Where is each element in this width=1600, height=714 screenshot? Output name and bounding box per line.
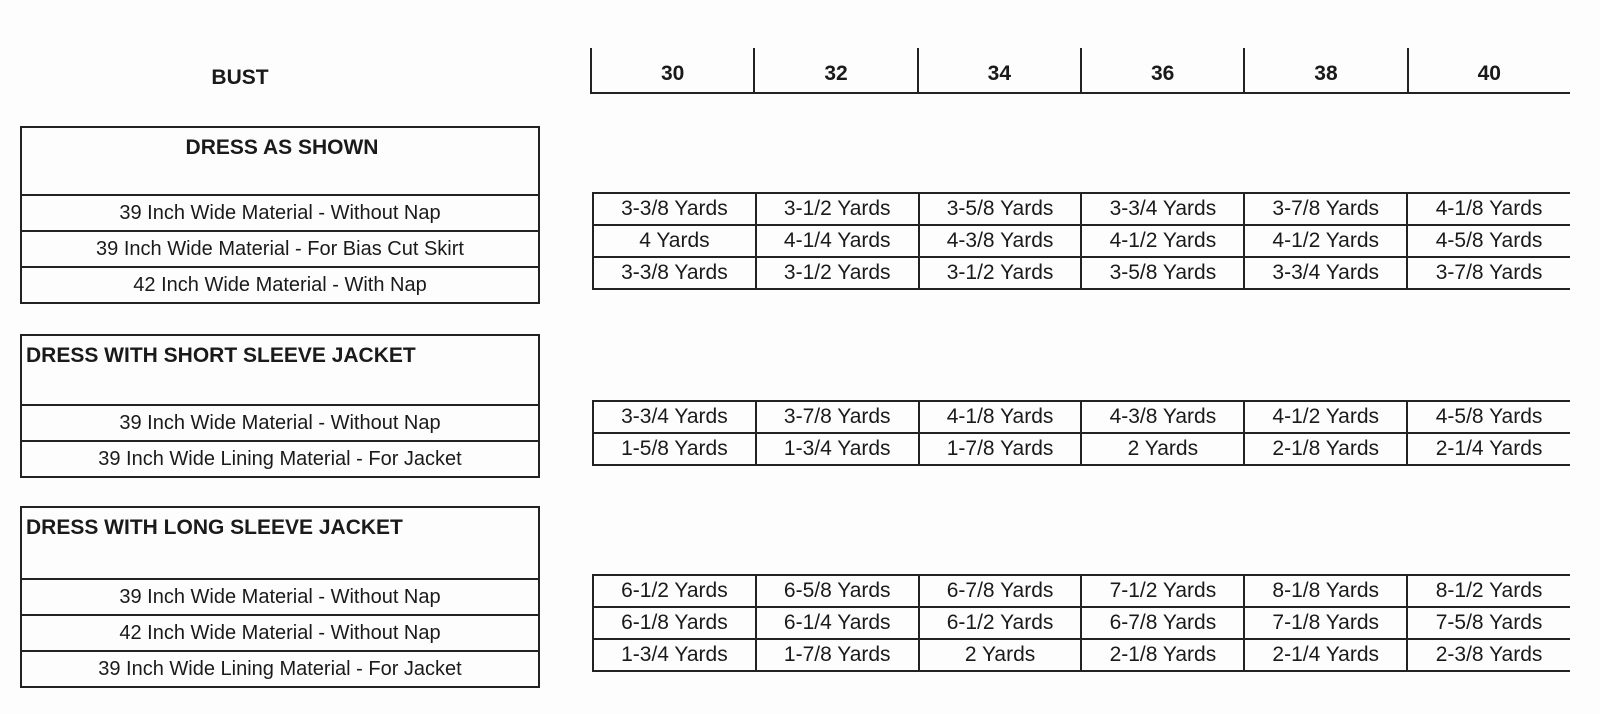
yardage-cell: 3-5/8 Yards xyxy=(1080,256,1245,290)
table-row: 3-3/8 Yards 3-1/2 Yards 3-5/8 Yards 3-3/… xyxy=(592,192,1570,226)
material-label: 42 Inch Wide Material - With Nap xyxy=(22,266,538,302)
yardage-cell: 6-5/8 Yards xyxy=(754,574,919,608)
section-short-sleeve-jacket-labels: DRESS WITH SHORT SLEEVE JACKET 39 Inch W… xyxy=(20,334,540,478)
yardage-cell: 4-1/2 Yards xyxy=(1080,224,1245,258)
yardage-cell: 7-1/2 Yards xyxy=(1080,574,1245,608)
section-long-sleeve-jacket-values: 6-1/2 Yards 6-5/8 Yards 6-7/8 Yards 7-1/… xyxy=(592,574,1570,672)
yardage-cell: 3-5/8 Yards xyxy=(917,192,1082,226)
section-title: DRESS AS SHOWN xyxy=(185,136,379,159)
yardage-cell: 4-1/4 Yards xyxy=(754,224,919,258)
table-row: 1-3/4 Yards 1-7/8 Yards 2 Yards 2-1/8 Ya… xyxy=(592,638,1570,672)
size-header-cell: 30 xyxy=(590,48,753,92)
section-title: DRESS WITH SHORT SLEEVE JACKET xyxy=(26,344,416,367)
yardage-cell: 3-7/8 Yards xyxy=(1243,192,1408,226)
yardage-cell: 3-1/2 Yards xyxy=(917,256,1082,290)
yardage-cell: 2-3/8 Yards xyxy=(1406,638,1570,672)
table-row: 6-1/8 Yards 6-1/4 Yards 6-1/2 Yards 6-7/… xyxy=(592,606,1570,640)
yardage-cell: 3-3/4 Yards xyxy=(1080,192,1245,226)
yardage-cell: 3-3/4 Yards xyxy=(592,400,756,434)
yardage-cell: 4-3/8 Yards xyxy=(1080,400,1245,434)
yardage-cell: 6-7/8 Yards xyxy=(917,574,1082,608)
yardage-cell: 4-1/2 Yards xyxy=(1243,400,1408,434)
yardage-cell: 7-1/8 Yards xyxy=(1243,606,1408,640)
table-row: 1-5/8 Yards 1-3/4 Yards 1-7/8 Yards 2 Ya… xyxy=(592,432,1570,466)
yardage-cell: 3-3/4 Yards xyxy=(1243,256,1408,290)
bust-label: BUST xyxy=(211,66,269,89)
yardage-cell: 1-7/8 Yards xyxy=(754,638,919,672)
section-short-sleeve-jacket-values: 3-3/4 Yards 3-7/8 Yards 4-1/8 Yards 4-3/… xyxy=(592,400,1570,466)
material-label: 39 Inch Wide Lining Material - For Jacke… xyxy=(22,440,538,476)
yardage-cell: 2 Yards xyxy=(1080,432,1245,466)
size-header-cell: 36 xyxy=(1079,48,1243,92)
yardage-cell: 4-3/8 Yards xyxy=(917,224,1082,258)
yardage-cell: 6-1/8 Yards xyxy=(592,606,756,640)
yardage-cell: 7-5/8 Yards xyxy=(1406,606,1570,640)
table-row: 3-3/8 Yards 3-1/2 Yards 3-1/2 Yards 3-5/… xyxy=(592,256,1570,290)
yardage-cell: 1-3/4 Yards xyxy=(592,638,756,672)
yardage-cell: 2-1/4 Yards xyxy=(1243,638,1408,672)
yardage-cell: 3-3/8 Yards xyxy=(592,256,756,290)
table-row: 4 Yards 4-1/4 Yards 4-3/8 Yards 4-1/2 Ya… xyxy=(592,224,1570,258)
yardage-cell: 1-3/4 Yards xyxy=(754,432,919,466)
section-title: DRESS WITH LONG SLEEVE JACKET xyxy=(26,516,403,539)
yardage-cell: 6-1/4 Yards xyxy=(754,606,919,640)
size-header-cell: 38 xyxy=(1243,48,1406,92)
yardage-cell: 3-3/8 Yards xyxy=(592,192,756,226)
table-row: 6-1/2 Yards 6-5/8 Yards 6-7/8 Yards 7-1/… xyxy=(592,574,1570,608)
table-row: 3-3/4 Yards 3-7/8 Yards 4-1/8 Yards 4-3/… xyxy=(592,400,1570,434)
yardage-cell: 2-1/8 Yards xyxy=(1243,432,1408,466)
yardage-cell: 6-1/2 Yards xyxy=(592,574,756,608)
yardage-cell: 3-1/2 Yards xyxy=(754,192,919,226)
size-header-cell: 40 xyxy=(1406,48,1570,92)
yardage-cell: 4-1/8 Yards xyxy=(917,400,1082,434)
size-header-cell: 32 xyxy=(753,48,916,92)
material-label: 39 Inch Wide Material - For Bias Cut Ski… xyxy=(22,230,538,266)
yardage-cell: 8-1/2 Yards xyxy=(1406,574,1570,608)
section-dress-as-shown-values: 3-3/8 Yards 3-1/2 Yards 3-5/8 Yards 3-3/… xyxy=(592,192,1570,290)
yardage-cell: 4-5/8 Yards xyxy=(1406,400,1570,434)
yardage-cell: 4-1/8 Yards xyxy=(1406,192,1570,226)
yardage-cell: 3-7/8 Yards xyxy=(1406,256,1570,290)
yardage-cell: 6-7/8 Yards xyxy=(1080,606,1245,640)
material-label: 39 Inch Wide Lining Material - For Jacke… xyxy=(22,650,538,686)
size-header-cell: 34 xyxy=(916,48,1080,92)
yardage-cell: 4 Yards xyxy=(592,224,756,258)
material-label: 42 Inch Wide Material - Without Nap xyxy=(22,614,538,650)
yardage-cell: 8-1/8 Yards xyxy=(1243,574,1408,608)
material-label: 39 Inch Wide Material - Without Nap xyxy=(22,194,538,230)
yardage-cell: 1-7/8 Yards xyxy=(917,432,1082,466)
section-long-sleeve-jacket-labels: DRESS WITH LONG SLEEVE JACKET 39 Inch Wi… xyxy=(20,506,540,688)
yardage-cell: 2 Yards xyxy=(917,638,1082,672)
section-dress-as-shown-labels: DRESS AS SHOWN 39 Inch Wide Material - W… xyxy=(20,126,540,304)
yardage-cell: 4-5/8 Yards xyxy=(1406,224,1570,258)
yardage-cell: 2-1/8 Yards xyxy=(1080,638,1245,672)
yardage-cell: 6-1/2 Yards xyxy=(917,606,1082,640)
yardage-cell: 1-5/8 Yards xyxy=(592,432,756,466)
material-label: 39 Inch Wide Material - Without Nap xyxy=(22,578,538,614)
size-header-row: 30 32 34 36 38 40 xyxy=(590,48,1570,94)
yardage-cell: 2-1/4 Yards xyxy=(1406,432,1570,466)
yardage-cell: 3-7/8 Yards xyxy=(754,400,919,434)
yardage-cell: 3-1/2 Yards xyxy=(754,256,919,290)
material-label: 39 Inch Wide Material - Without Nap xyxy=(22,404,538,440)
yardage-cell: 4-1/2 Yards xyxy=(1243,224,1408,258)
